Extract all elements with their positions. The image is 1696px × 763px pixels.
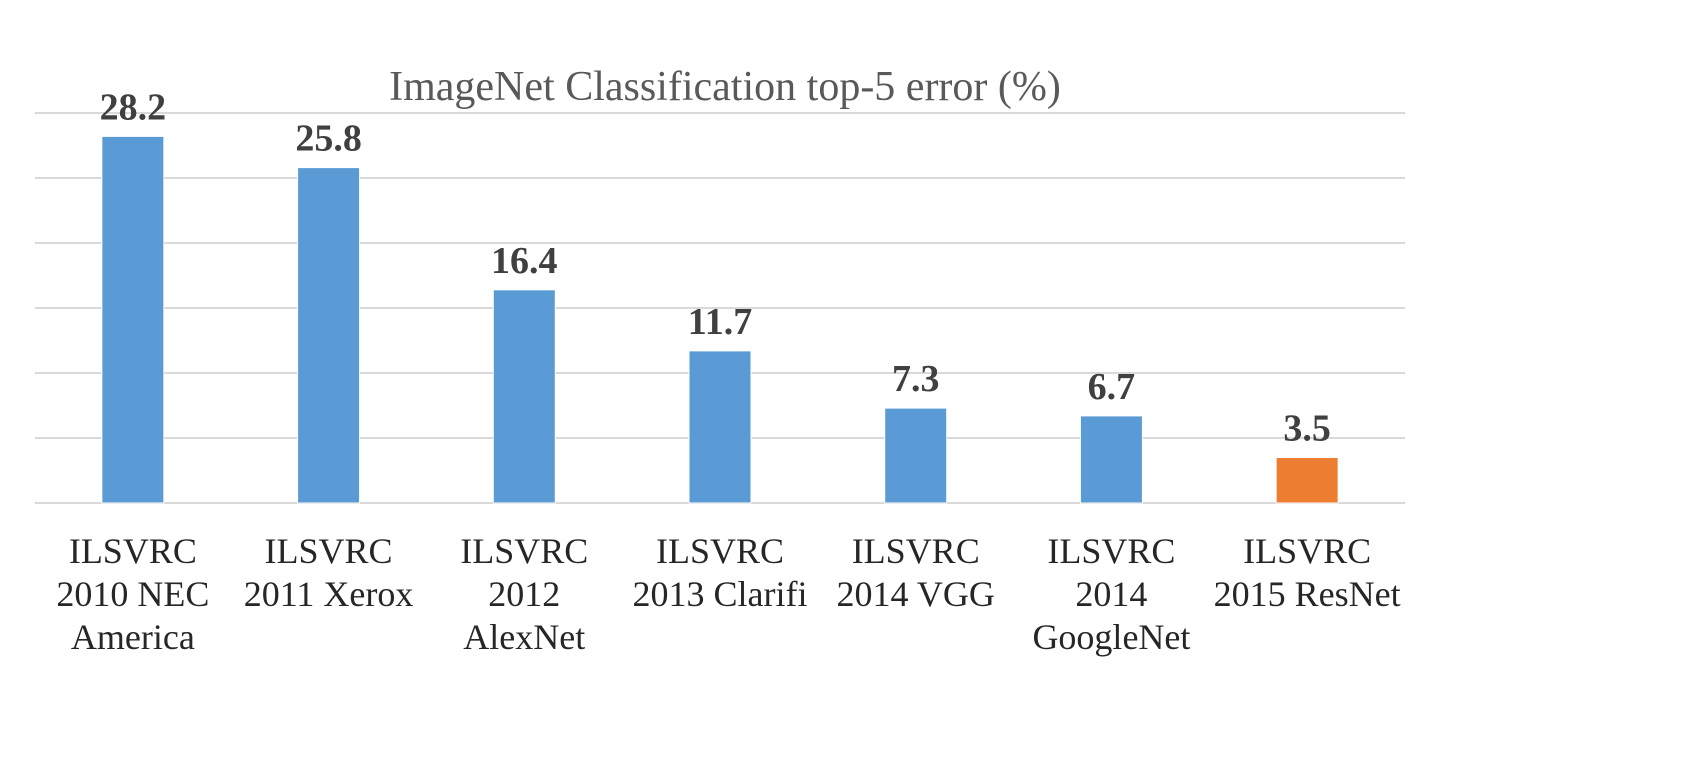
x-tick-label: ILSVRC 2015 ResNet — [1214, 531, 1401, 614]
x-tick-label-line: ILSVRC — [1047, 531, 1175, 571]
x-tick-label: ILSVRC 2011 Xerox — [244, 531, 414, 614]
data-label: 11.7 — [688, 301, 752, 343]
x-tick-label-line: ILSVRC — [656, 531, 784, 571]
x-tick-label-line: 2014 — [1075, 574, 1147, 614]
x-tick-label: ILSVRC 2012 AlexNet — [460, 531, 588, 657]
bar — [1276, 458, 1338, 504]
data-label: 3.5 — [1283, 408, 1331, 450]
bar — [493, 290, 555, 503]
x-tick-label: ILSVRC 2014 GoogleNet — [1032, 531, 1190, 657]
x-tick-label: ILSVRC 2010 NEC America — [56, 531, 209, 657]
bar — [1080, 416, 1142, 503]
chart-title: ImageNet Classification top-5 error (%) — [389, 64, 1061, 110]
x-tick-label-line: ILSVRC — [852, 531, 980, 571]
bar — [689, 351, 751, 503]
bar — [885, 408, 947, 503]
x-tick-label: ILSVRC 2013 Clarifi — [633, 531, 808, 614]
x-tick-label: ILSVRC 2014 VGG — [837, 531, 995, 614]
data-label: 25.8 — [295, 118, 362, 160]
data-label: 6.7 — [1088, 366, 1136, 408]
x-tick-label-line: AlexNet — [463, 617, 585, 657]
x-tick-label-line: ILSVRC — [69, 531, 197, 571]
x-tick-label-line: GoogleNet — [1032, 617, 1190, 657]
x-tick-label-line: ILSVRC — [1243, 531, 1371, 571]
x-tick-label-line: 2015 ResNet — [1214, 574, 1401, 614]
x-tick-label-line: ILSVRC — [460, 531, 588, 571]
data-label: 28.2 — [100, 86, 167, 128]
x-tick-label-line: 2011 Xerox — [244, 574, 414, 614]
x-tick-label-line: 2012 — [488, 574, 560, 614]
x-tick-label-line: ILSVRC — [265, 531, 393, 571]
data-label: 7.3 — [892, 358, 940, 400]
bar — [298, 168, 360, 503]
bar — [102, 136, 164, 503]
x-tick-label-line: America — [71, 617, 195, 657]
data-label: 16.4 — [491, 240, 558, 282]
x-tick-label-line: 2010 NEC — [56, 574, 209, 614]
x-tick-label-line: 2014 VGG — [837, 574, 995, 614]
x-tick-label-line: 2013 Clarifi — [633, 574, 808, 614]
